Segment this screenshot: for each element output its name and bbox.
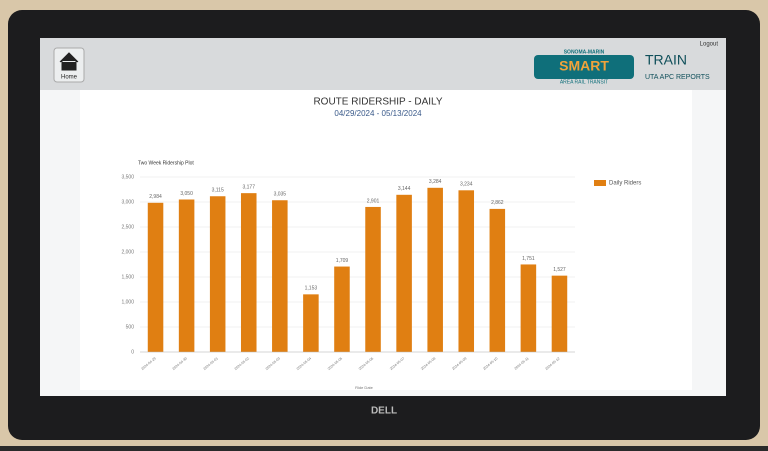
report-title: ROUTE RIDERSHIP - DAILY — [313, 97, 442, 108]
report-panel — [80, 90, 692, 390]
bar — [179, 200, 195, 353]
chart-title: Two Week Ridership Plot — [138, 160, 194, 166]
report-date-range: 04/29/2024 - 05/13/2024 — [334, 109, 422, 118]
y-tick-label: 1,000 — [121, 299, 134, 305]
value-label: 1,153 — [305, 286, 318, 292]
screen-photo: Home Logout SONOMA-MARIN SMART AREA RAIL… — [0, 0, 768, 446]
value-label: 2,862 — [491, 200, 504, 206]
monitor-brand: DELL — [371, 406, 397, 417]
y-tick-label: 0 — [131, 349, 134, 355]
home-label[interactable]: Home — [61, 75, 78, 81]
value-label: 1,751 — [522, 256, 535, 262]
value-label: 2,901 — [367, 198, 380, 204]
y-tick-label: 500 — [126, 324, 135, 330]
x-axis-label: Ride Date — [355, 385, 374, 390]
value-label: 3,177 — [242, 184, 255, 190]
bar — [303, 294, 319, 352]
value-label: 3,050 — [180, 191, 193, 197]
bar — [396, 195, 412, 352]
bar — [334, 267, 350, 352]
y-tick-label: 3,000 — [121, 199, 134, 205]
bar — [427, 188, 443, 352]
app-title: TRAIN — [645, 52, 687, 68]
app-subtitle: UTA APC REPORTS — [645, 74, 710, 81]
bar — [552, 276, 568, 352]
bar — [148, 203, 164, 352]
y-tick-label: 2,500 — [121, 224, 134, 230]
bar — [272, 200, 288, 352]
y-tick-label: 2,000 — [121, 249, 134, 255]
bar — [365, 207, 381, 352]
logout-link[interactable]: Logout — [700, 42, 719, 48]
value-label: 3,035 — [274, 192, 287, 198]
value-label: 1,709 — [336, 258, 349, 264]
legend-swatch — [594, 180, 606, 186]
value-label: 3,144 — [398, 186, 411, 192]
y-tick-label: 1,500 — [121, 274, 134, 280]
logo-top: SONOMA-MARIN — [564, 49, 605, 55]
legend-label: Daily Riders — [609, 181, 641, 187]
value-label: 2,984 — [149, 194, 162, 200]
bar — [458, 190, 474, 352]
value-label: 3,234 — [460, 182, 473, 188]
bar — [521, 264, 537, 352]
value-label: 1,527 — [553, 267, 566, 273]
value-label: 3,115 — [212, 188, 224, 194]
y-tick-label: 3,500 — [121, 174, 134, 180]
bar — [210, 196, 226, 352]
logo: SMART — [559, 58, 609, 74]
value-label: 3,284 — [429, 179, 442, 185]
bar — [490, 209, 506, 352]
logo-bottom: AREA RAIL TRANSIT — [560, 79, 608, 85]
bar — [241, 193, 257, 352]
